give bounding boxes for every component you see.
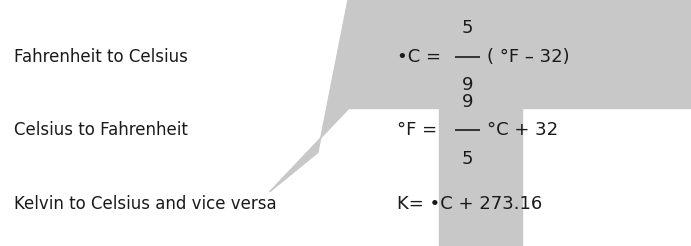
Polygon shape (349, 0, 691, 246)
Text: Fahrenheit to Celsius: Fahrenheit to Celsius (14, 47, 188, 66)
Text: Celsius to Fahrenheit: Celsius to Fahrenheit (14, 121, 188, 139)
Text: •C =: •C = (397, 47, 447, 66)
Text: 9: 9 (462, 76, 473, 94)
Text: Kelvin to Celsius and vice versa: Kelvin to Celsius and vice versa (14, 195, 276, 213)
Text: ( °F – 32): ( °F – 32) (487, 47, 570, 66)
Text: °C + 32: °C + 32 (487, 121, 558, 139)
Polygon shape (269, 0, 349, 192)
Text: K= •C + 273.16: K= •C + 273.16 (397, 195, 542, 213)
Text: 9: 9 (462, 93, 473, 111)
Text: 5: 5 (462, 19, 473, 37)
Text: 5: 5 (462, 150, 473, 168)
Text: °F =: °F = (397, 121, 443, 139)
